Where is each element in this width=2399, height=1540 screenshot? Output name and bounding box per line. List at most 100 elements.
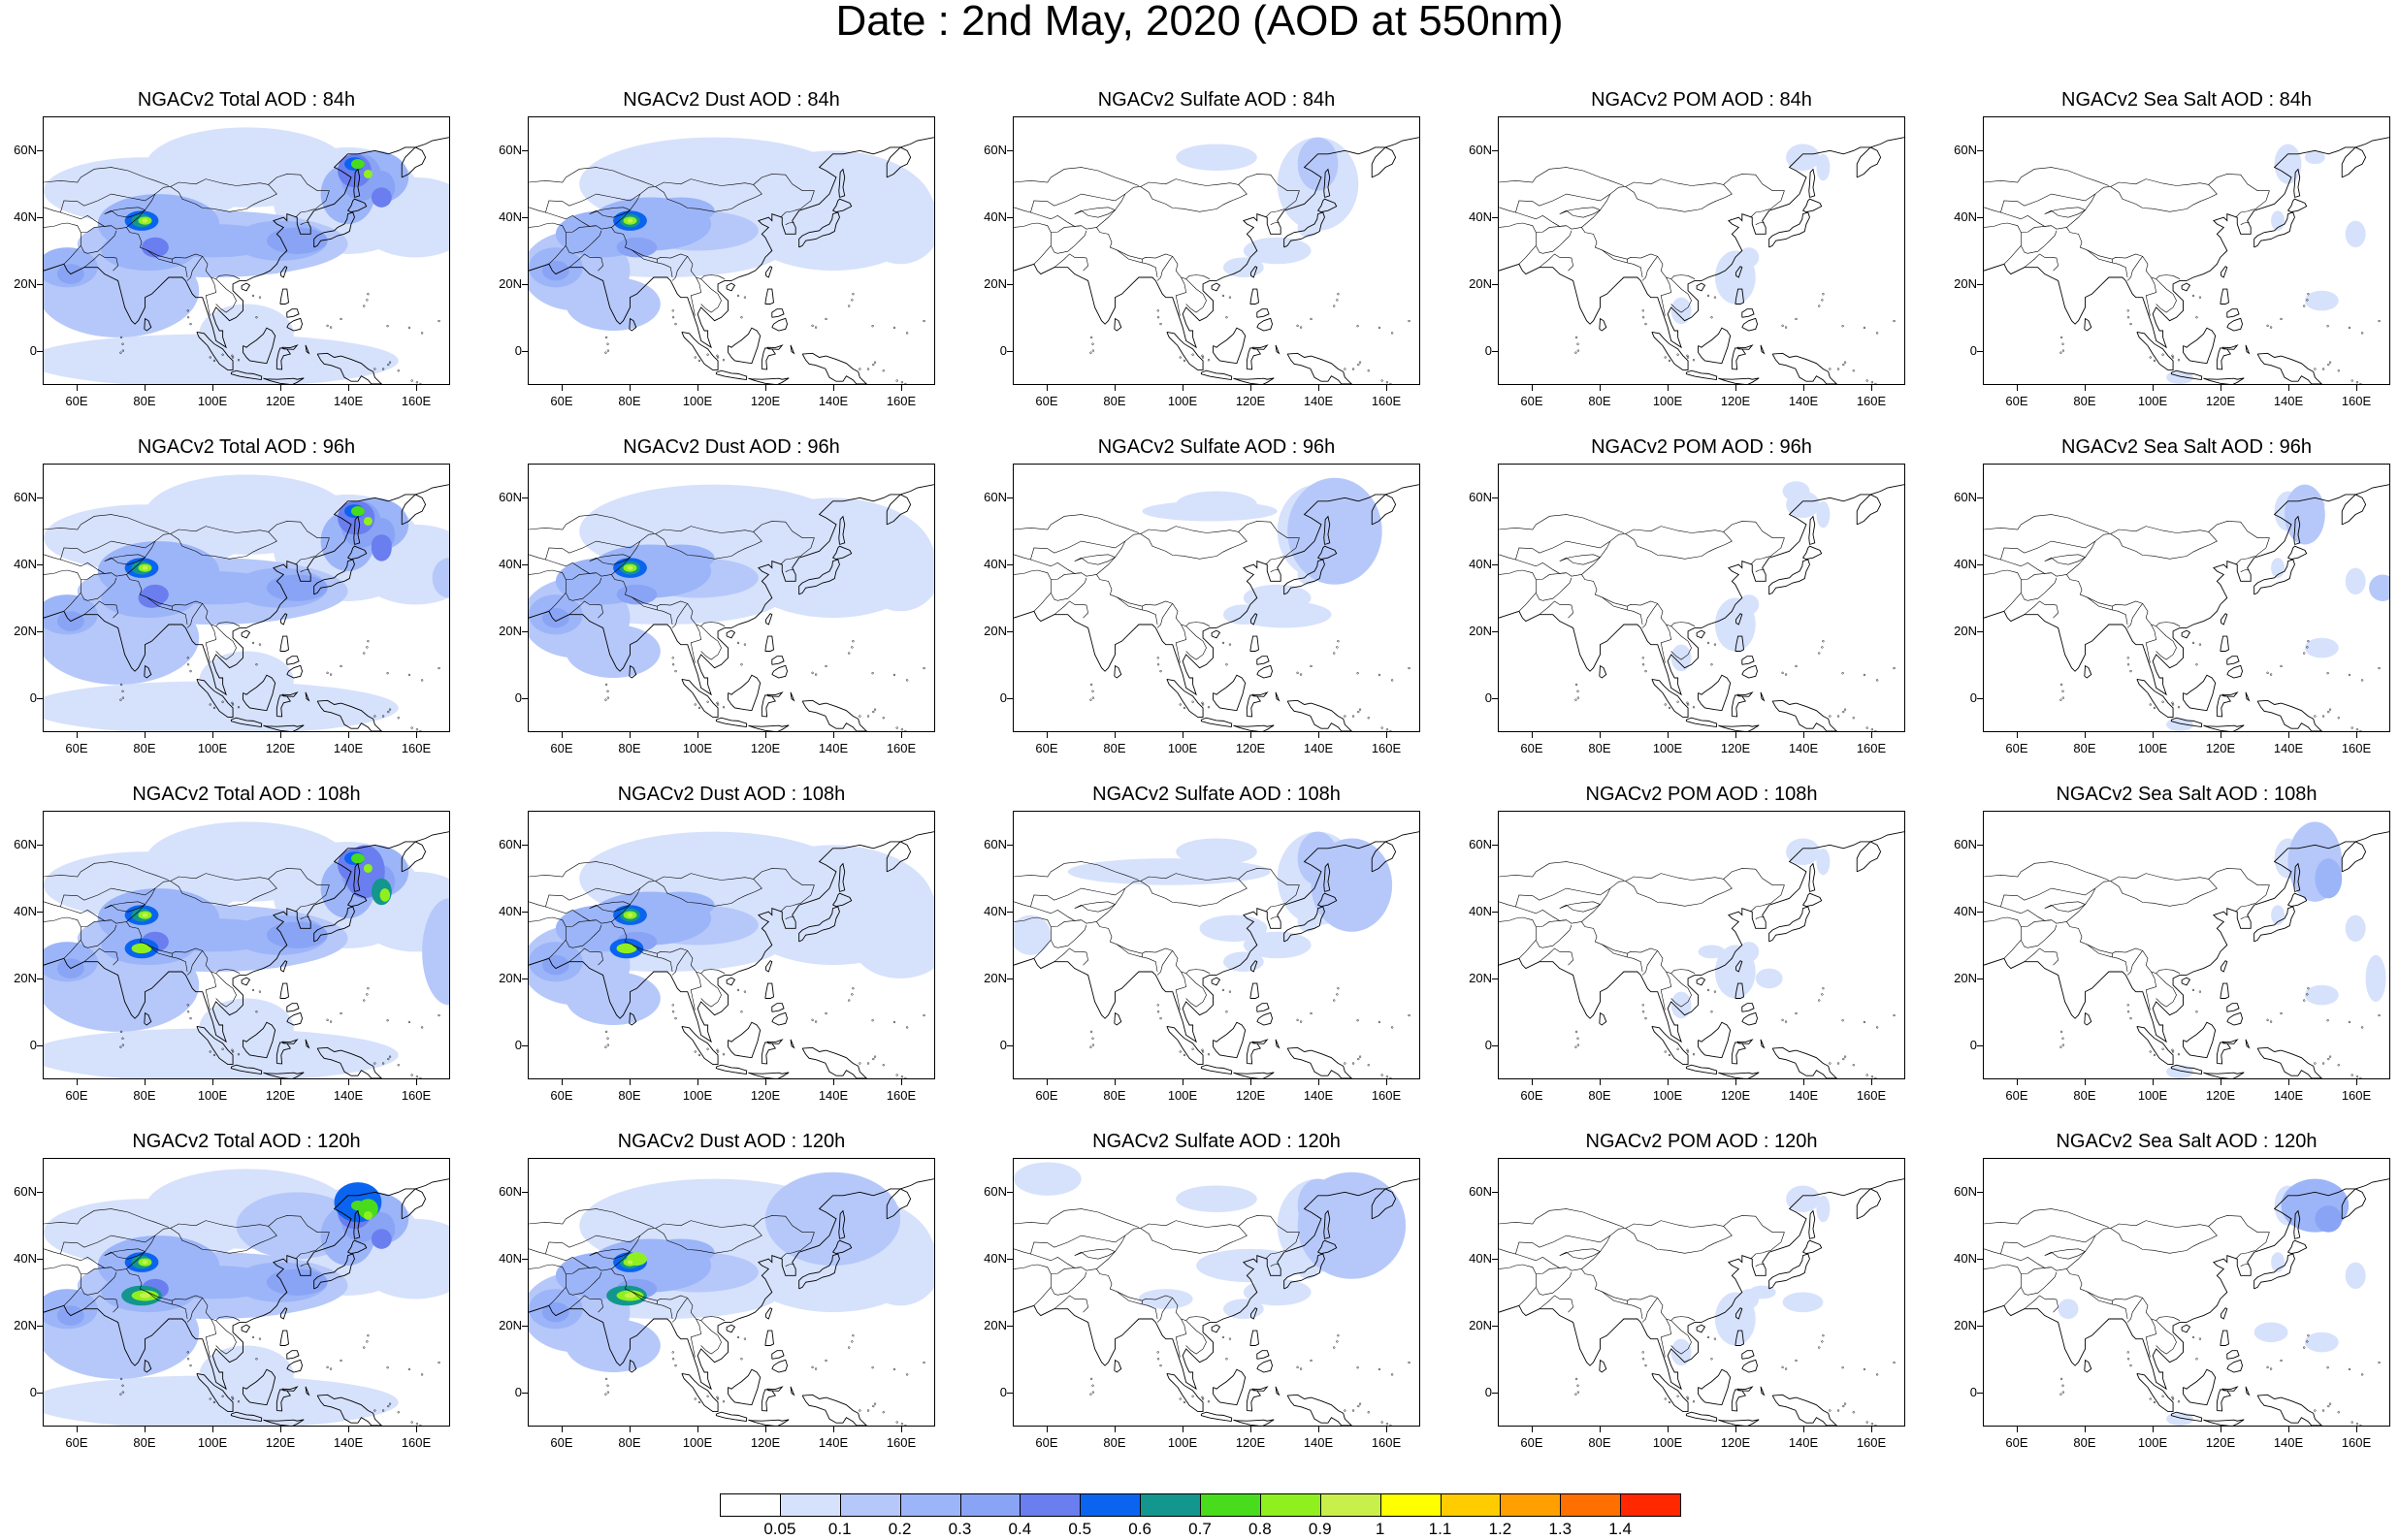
island bbox=[2061, 690, 2064, 692]
country-border bbox=[1518, 940, 1537, 959]
island bbox=[212, 1400, 216, 1404]
country-border bbox=[1641, 603, 1658, 628]
coastline bbox=[1499, 484, 1904, 696]
country-border bbox=[300, 569, 309, 572]
coastline bbox=[1211, 1324, 1221, 1333]
coastline bbox=[243, 1368, 276, 1406]
island bbox=[1870, 1423, 1874, 1426]
aod-field-patch bbox=[266, 1268, 328, 1296]
coastline bbox=[1256, 308, 1270, 318]
coastline bbox=[2221, 1307, 2228, 1320]
coastline bbox=[2341, 841, 2367, 873]
island bbox=[2126, 309, 2129, 312]
coastline bbox=[279, 288, 289, 305]
aod-field-patch bbox=[541, 954, 569, 976]
lon-tick-label: 140E bbox=[2273, 1088, 2304, 1103]
colorbar-segment bbox=[959, 1493, 1021, 1517]
aod-field-patch bbox=[1176, 144, 1257, 171]
lat-tick-label: 20N bbox=[14, 276, 37, 292]
country-border bbox=[126, 921, 203, 954]
island bbox=[407, 326, 411, 330]
island bbox=[859, 1062, 861, 1065]
island bbox=[1299, 1020, 1303, 1023]
island bbox=[2266, 671, 2269, 674]
island bbox=[923, 1361, 925, 1364]
island bbox=[1183, 706, 1186, 710]
aod-field-patch bbox=[2345, 914, 2366, 943]
country-border bbox=[1539, 1295, 1573, 1313]
map-frame bbox=[528, 116, 935, 385]
coastline bbox=[1768, 559, 1810, 595]
island bbox=[420, 679, 424, 682]
island bbox=[2350, 379, 2353, 382]
island bbox=[2153, 1400, 2156, 1404]
coastline bbox=[2226, 1359, 2243, 1373]
lat-tick-label: 0 bbox=[514, 1385, 522, 1400]
lat-tick-label: 60N bbox=[1954, 1183, 1977, 1199]
coastline bbox=[1249, 288, 1259, 305]
panel-title: NGACv2 Dust AOD : 96h bbox=[623, 436, 840, 458]
lat-tick-label: 40N bbox=[14, 1250, 37, 1266]
country-border bbox=[1559, 207, 1602, 218]
island bbox=[825, 664, 827, 668]
coastline bbox=[2216, 1042, 2232, 1065]
island bbox=[1337, 1334, 1340, 1337]
country-border bbox=[1117, 1291, 1143, 1305]
map-panel-dust-0: NGACv2 Dust AOD : 84h 60N 40N 20N 0 60E 80E 100… bbox=[485, 89, 970, 429]
island bbox=[814, 326, 818, 329]
coastline bbox=[2183, 674, 2217, 712]
island bbox=[1841, 1019, 1844, 1022]
country-border bbox=[690, 276, 701, 316]
lon-tick bbox=[1803, 1427, 1804, 1432]
island bbox=[722, 706, 726, 709]
island bbox=[186, 1351, 189, 1354]
country-border bbox=[671, 950, 688, 976]
island bbox=[1408, 666, 1410, 670]
island bbox=[1183, 1400, 1186, 1404]
island bbox=[722, 1053, 726, 1056]
country-border bbox=[44, 222, 81, 233]
island bbox=[1706, 1335, 1710, 1339]
country-border bbox=[300, 222, 309, 225]
aod-field-patch bbox=[1786, 1185, 1820, 1212]
lat-tick bbox=[1977, 1258, 1983, 1260]
island bbox=[740, 663, 743, 666]
country-border bbox=[205, 624, 216, 663]
island bbox=[895, 726, 898, 729]
aod-field-patch bbox=[2166, 1412, 2193, 1426]
island bbox=[825, 1011, 827, 1015]
lon-tick bbox=[1803, 385, 1804, 391]
island bbox=[1576, 349, 1580, 352]
island bbox=[119, 683, 123, 687]
panel-title: NGACv2 Dust AOD : 84h bbox=[623, 89, 840, 111]
island bbox=[1207, 1400, 1211, 1403]
coastline bbox=[771, 1011, 788, 1026]
map-frame bbox=[1013, 116, 1420, 385]
lon-tick bbox=[145, 732, 146, 738]
country-border bbox=[671, 1298, 688, 1323]
aod-map-svg bbox=[1014, 137, 1419, 384]
coastline bbox=[761, 1042, 777, 1065]
island bbox=[2303, 1346, 2306, 1349]
island bbox=[2161, 700, 2164, 703]
island bbox=[367, 293, 370, 296]
island bbox=[1201, 1048, 1204, 1051]
island bbox=[1228, 296, 1232, 299]
map-frame bbox=[43, 811, 450, 1079]
coastline bbox=[761, 347, 777, 370]
lon-tick-label: 140E bbox=[333, 1088, 364, 1103]
lon-tick-label: 140E bbox=[1303, 1088, 1334, 1103]
country-border bbox=[1014, 1235, 1126, 1255]
island bbox=[1713, 1337, 1717, 1340]
country-border bbox=[2126, 256, 2143, 281]
island bbox=[866, 715, 870, 718]
lon-tick bbox=[212, 1079, 213, 1085]
island bbox=[694, 1050, 697, 1053]
lon-tick-label: 80E bbox=[1588, 1435, 1611, 1450]
island bbox=[2280, 1359, 2283, 1363]
country-border bbox=[1185, 626, 1207, 660]
country-border bbox=[690, 971, 701, 1011]
coastline bbox=[1256, 317, 1273, 332]
lon-tick bbox=[833, 1079, 834, 1085]
island bbox=[1818, 652, 1821, 655]
